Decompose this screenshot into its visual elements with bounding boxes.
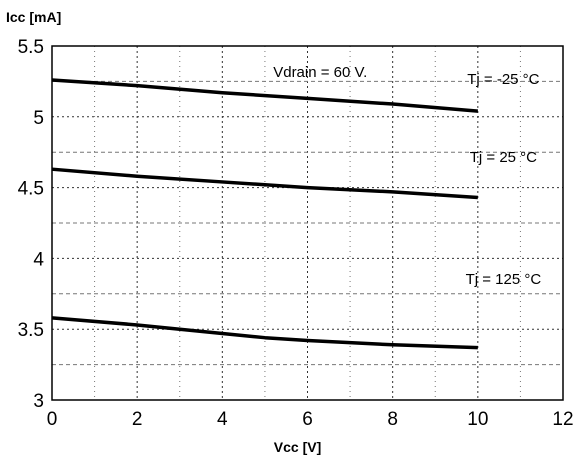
- series-line: [51, 78, 478, 113]
- x-tick-label: 6: [302, 409, 313, 430]
- y-tick-label: 5.5: [18, 37, 44, 58]
- annotation-label: Tj = -25 °C: [467, 71, 539, 88]
- annotation-label: Tj = 25 °C: [470, 149, 537, 166]
- x-axis-label: Vcc [V]: [274, 439, 321, 455]
- y-tick-label: 4.5: [18, 179, 44, 200]
- plot-frame: [51, 45, 564, 401]
- annotations: Vdrain = 60 V. Tj = -25 °C Tj = 25 °C Tj = …: [273, 64, 541, 288]
- y-tick-label: 3: [33, 391, 44, 412]
- x-tick-label: 10: [467, 409, 488, 430]
- y-axis-label: Icc [mA]: [6, 9, 61, 25]
- series-lines: [51, 78, 478, 350]
- y-tick-label: 3.5: [18, 320, 44, 341]
- annotation-label: Vdrain = 60 V.: [273, 64, 367, 81]
- annotation-label: Tj = 125 °C: [466, 271, 542, 288]
- series-line: [51, 167, 478, 200]
- series-line: [51, 316, 478, 350]
- x-tick-label: 8: [387, 409, 398, 430]
- y-tick-label: 4: [33, 249, 44, 270]
- y-tick-label: 5: [33, 108, 44, 129]
- x-tick-label: 0: [47, 409, 58, 430]
- x-tick-label: 4: [217, 409, 228, 430]
- y-tick-labels: 3 3.5 4 4.5 5 5.5: [18, 37, 45, 412]
- x-tick-labels: 0 2 4 6 8 10 12: [47, 409, 574, 430]
- x-tick-label: 2: [132, 409, 143, 430]
- x-tick-label: 12: [552, 409, 573, 430]
